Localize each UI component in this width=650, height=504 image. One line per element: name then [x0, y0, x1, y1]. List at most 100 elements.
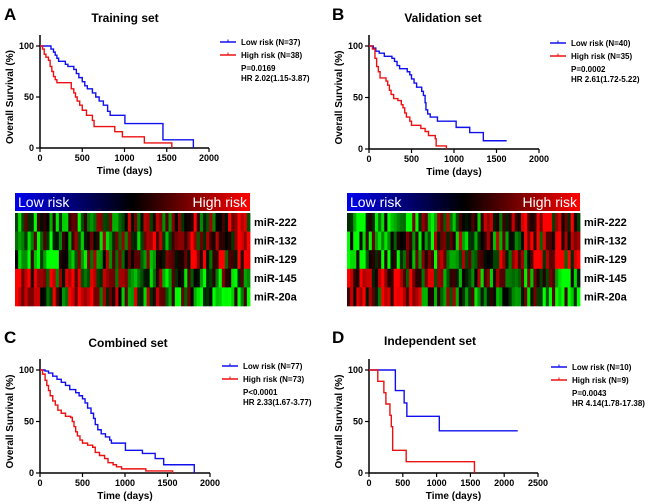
legend-label: Low risk (N=40) — [571, 39, 631, 48]
heatmap-cell — [406, 231, 410, 251]
heatmap-cell — [96, 250, 100, 270]
heatmap-cell — [539, 287, 544, 307]
heatmap-cell — [552, 213, 556, 232]
heatmap-cell — [573, 287, 578, 307]
heatmap-cell — [30, 268, 35, 288]
heatmap-cell — [99, 250, 104, 270]
heatmap-cell — [181, 287, 185, 307]
heatmap-cell — [427, 287, 432, 307]
heatmap-cell — [458, 287, 463, 307]
heatmap-cell — [36, 268, 41, 288]
heatmap-cell — [489, 231, 494, 251]
heatmap-cell — [87, 287, 91, 307]
heatmap-cell — [493, 231, 497, 251]
legend-label: High risk (N=35) — [571, 52, 632, 61]
heatmap-cell — [396, 268, 401, 288]
heatmap-cell — [443, 231, 447, 251]
heatmap-cell — [480, 287, 485, 307]
heatmap-cell — [468, 231, 472, 251]
heatmap-cell — [483, 231, 488, 251]
heatmap-cell — [156, 287, 160, 307]
x-tick-label: 1000 — [115, 478, 135, 488]
heatmap-cell — [24, 250, 28, 270]
heatmap-cell — [152, 231, 157, 251]
heatmap-cell — [409, 213, 413, 232]
high-risk-label: High risk — [193, 194, 248, 210]
heatmap-cell — [177, 250, 182, 270]
x-tick-label: 2000 — [494, 478, 514, 488]
heatmap-cell — [68, 231, 72, 251]
heatmap-cell — [381, 287, 385, 307]
p-value: P<0.0001 — [243, 388, 278, 397]
heatmap-cell — [105, 250, 110, 270]
heatmap-cell — [409, 268, 413, 288]
heatmap-cell — [96, 213, 100, 232]
chart-title: Training set — [91, 11, 158, 25]
heatmap-cell — [137, 287, 141, 307]
heatmap-cell — [524, 250, 528, 270]
heatmap-cell — [203, 287, 207, 307]
heatmap-cell — [374, 250, 379, 270]
heatmap-cell — [209, 231, 213, 251]
heatmap-cell — [356, 250, 360, 270]
heatmap-cell — [206, 250, 210, 270]
heatmap-cell — [15, 287, 19, 307]
heatmap-cell — [143, 231, 147, 251]
heatmap-cell — [433, 250, 438, 270]
heatmap-cell — [162, 231, 166, 251]
heatmap-cell — [49, 231, 53, 251]
heatmap-cell — [378, 287, 382, 307]
heatmap-cell — [440, 268, 444, 288]
heatmap-cell — [156, 213, 160, 232]
heatmap-cell — [187, 287, 191, 307]
heatmap-cell — [427, 250, 432, 270]
heatmap-cell — [517, 268, 522, 288]
heatmap-cell — [350, 287, 354, 307]
heatmap-cell — [437, 268, 441, 288]
heatmap-cell — [184, 213, 188, 232]
mirna-row-label: miR-222 — [584, 217, 627, 229]
heatmap-cell — [465, 213, 469, 232]
heatmap-cell — [371, 268, 376, 288]
heatmap-cell — [542, 231, 547, 251]
low-risk-curve — [40, 369, 195, 473]
heatmap-cell — [18, 213, 22, 232]
heatmap-cell — [412, 231, 416, 251]
x-tick-label: 1000 — [114, 153, 134, 163]
heatmap-cell — [530, 268, 534, 288]
heatmap-cell — [24, 287, 28, 307]
heatmap-cell — [468, 287, 472, 307]
heatmap-cell — [228, 268, 232, 288]
heatmap-cell — [221, 287, 226, 307]
heatmap-cell — [43, 287, 47, 307]
heatmap-cell — [347, 231, 351, 251]
heatmap-cell — [55, 250, 60, 270]
heatmap-cell — [368, 213, 373, 232]
heatmap-cell — [177, 268, 182, 288]
heatmap-cell — [365, 287, 370, 307]
x-tick-label: 1500 — [460, 478, 480, 488]
heatmap-cell — [156, 250, 160, 270]
heatmap-cell — [206, 268, 210, 288]
heatmap-cell — [542, 213, 547, 232]
heatmap-cell — [36, 287, 41, 307]
heatmap-cell — [102, 268, 107, 288]
heatmap-cell — [365, 231, 370, 251]
heatmap-cell — [190, 287, 194, 307]
heatmap-cell — [83, 250, 88, 270]
heatmap-cell — [365, 213, 370, 232]
heatmap-cell — [483, 268, 488, 288]
heatmap-cell — [149, 231, 154, 251]
heatmap-cell — [184, 250, 188, 270]
heatmap-cell — [437, 250, 441, 270]
heatmap-cell — [440, 287, 444, 307]
heatmap-cell — [374, 231, 379, 251]
heatmap-cell — [536, 231, 541, 251]
heatmap-cell — [545, 213, 550, 232]
heatmap-cell — [458, 213, 463, 232]
heatmap-cell — [396, 250, 401, 270]
low-risk-curve — [369, 369, 518, 432]
heatmap-cell — [40, 268, 44, 288]
